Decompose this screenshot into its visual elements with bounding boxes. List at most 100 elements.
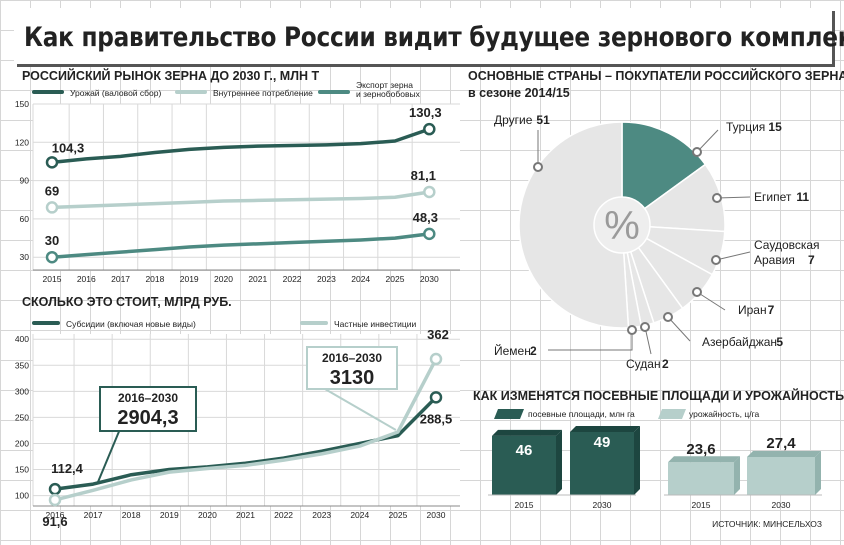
- bar-legend-swatch: [658, 409, 686, 419]
- market-xtick-label: 2023: [317, 274, 336, 284]
- market-xtick-label: 2030: [420, 274, 439, 284]
- cost-series-point: [48, 482, 62, 496]
- cost-ytick-label: 150: [15, 465, 29, 475]
- pie-marker: [663, 312, 673, 322]
- bar-front: [492, 435, 556, 495]
- cost-ytick-label: 100: [15, 491, 29, 501]
- bar-chart-title: КАК ИЗМЕНЯТСЯ ПОСЕВНЫЕ ПЛОЩАДИ И УРОЖАЙН…: [473, 388, 844, 403]
- investment-callout-pointer: [324, 388, 397, 431]
- investment-callout-period: 2016–2030: [322, 351, 382, 365]
- pie-slice-name: Турция: [726, 120, 765, 134]
- market-xtick-label: 2016: [77, 274, 96, 284]
- cost-xtick-label: 2019: [160, 510, 179, 520]
- market-data-label: 30: [45, 233, 59, 248]
- pie-marker: [533, 162, 543, 172]
- cost-legend-label: Частные инвестиции: [334, 319, 417, 329]
- bar: [570, 426, 640, 495]
- pie-marker: [640, 322, 650, 332]
- cost-series-point: [48, 493, 62, 507]
- pie-slice-name: Иран: [738, 303, 767, 317]
- pie-slice-value: 7: [768, 303, 775, 317]
- pie-chart-title: ОСНОВНЫЕ СТРАНЫ – ПОКУПАТЕЛИ РОССИЙСКОГО…: [468, 68, 844, 83]
- bar-top: [747, 451, 821, 457]
- bar-legend-label: посевные площади, млн га: [528, 409, 635, 419]
- pie-slice-name: Египет: [754, 190, 792, 204]
- market-ytick-label: 90: [20, 176, 30, 186]
- market-ytick-label: 30: [20, 252, 30, 262]
- pie-center: [593, 196, 651, 254]
- bar-value-label: 46: [516, 442, 533, 459]
- bar-side: [556, 429, 562, 495]
- market-legend-swatch: [32, 90, 64, 94]
- cost-series-line: [53, 357, 438, 502]
- cost-series-point: [429, 352, 443, 366]
- market-series-line: [50, 127, 432, 165]
- cost-legend-swatch: [300, 321, 328, 325]
- market-series-point: [423, 122, 436, 136]
- investment-callout-total: 3130: [330, 367, 375, 389]
- market-xtick-label: 2018: [145, 274, 164, 284]
- market-legend-label: Внутреннее потребление: [213, 88, 313, 98]
- cost-data-label: 91,6: [42, 514, 67, 529]
- bar-top: [492, 429, 562, 436]
- subsidy-callout: 2016–2030 2904,3: [96, 386, 197, 485]
- bar-xtick-label: 2015: [515, 500, 534, 510]
- pie-center-label: %: [604, 204, 640, 248]
- market-legend-label: Экспорт зерна и зернобобовых: [356, 80, 421, 99]
- market-legend-swatch: [318, 90, 350, 94]
- market-plot-bg: [33, 104, 460, 270]
- cost-xtick-label: 2018: [122, 510, 141, 520]
- pie-chart-subtitle: в сезоне 2014/15: [468, 86, 570, 100]
- page-title: Как правительство России видит будущее з…: [24, 22, 844, 53]
- market-data-label: 130,3: [409, 105, 442, 120]
- market-series-line: [50, 232, 432, 259]
- investment-callout: 2016–2030 3130: [306, 346, 398, 431]
- cost-xtick-label: 2022: [274, 510, 293, 520]
- bar-top: [668, 456, 740, 463]
- bar-value-label: 23,6: [686, 441, 715, 458]
- cost-ytick-label: 400: [15, 334, 29, 344]
- market-series-line: [50, 190, 432, 210]
- market-data-label: 104,3: [52, 140, 85, 155]
- market-legend-swatch: [175, 90, 207, 94]
- cost-series-point: [429, 391, 443, 404]
- pie-leader-line: [696, 291, 726, 311]
- bar: [747, 451, 821, 495]
- market-xtick-label: 2021: [248, 274, 267, 284]
- bar-legend-swatch: [494, 409, 524, 419]
- pie-slice: [518, 121, 630, 329]
- market-data-label: 48,3: [413, 210, 438, 225]
- subsidy-callout-total: 2904,3: [117, 407, 178, 429]
- pie-leader-line: [696, 129, 719, 153]
- market-legend-label: Урожай (валовой сбор): [70, 88, 161, 98]
- investment-callout-box: [306, 346, 398, 390]
- bar-side: [634, 426, 640, 495]
- pie-slice-value: 5: [776, 335, 783, 349]
- subsidy-callout-box: [99, 386, 197, 432]
- market-ytick-label: 60: [20, 214, 30, 224]
- pie-slice-name: Судан: [626, 357, 661, 371]
- bar-xtick-label: 2015: [692, 500, 711, 510]
- market-ytick-label: 150: [15, 99, 29, 109]
- pie-slice-value: 11: [796, 190, 809, 204]
- bar-xtick-label: 2030: [593, 500, 612, 510]
- bar: [668, 456, 740, 495]
- cost-chart-title: СКОЛЬКО ЭТО СТОИТ, МЛРД РУБ.: [22, 295, 232, 309]
- cost-data-label: 288,5: [420, 411, 453, 426]
- market-plot: 30 60 90 120 150 2015 2016 2017 2018 2019 2020 2021…: [15, 99, 460, 284]
- cost-data-label: 112,4: [51, 461, 84, 476]
- cost-ytick-label: 200: [15, 438, 29, 448]
- pie-slice-value: 51: [536, 113, 550, 127]
- bar-value-label: 49: [594, 434, 611, 451]
- pie-slice-name: Азербайджан: [702, 335, 777, 349]
- pie-slice-value: 2: [530, 344, 537, 358]
- pie-marker: [627, 325, 637, 335]
- title-bar: Как правительство России видит будущее з…: [14, 8, 844, 64]
- pie-slice-name: Йемен: [494, 343, 531, 358]
- cost-legend-swatch: [32, 321, 60, 325]
- cost-xtick-label: 2020: [198, 510, 217, 520]
- market-series-point: [45, 250, 59, 264]
- cost-ytick-label: 250: [15, 412, 29, 422]
- bar-front: [747, 457, 815, 495]
